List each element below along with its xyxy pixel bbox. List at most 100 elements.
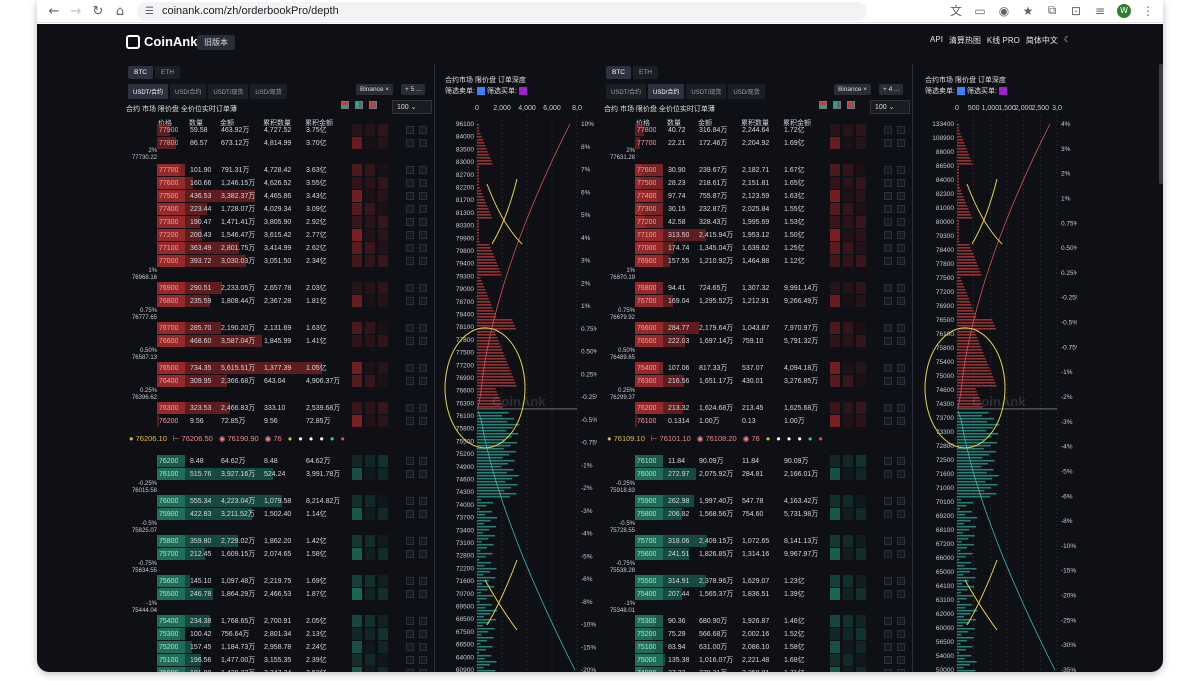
old-version-button[interactable]: 旧版本 [197, 35, 235, 50]
ask-row-checkbox[interactable] [884, 166, 892, 174]
bid-row-checkbox[interactable] [406, 470, 414, 478]
ask-row-checkbox[interactable] [406, 244, 414, 252]
exchange-logo-6-icon[interactable]: ● [818, 434, 823, 443]
cast-icon[interactable]: ▭ [974, 3, 986, 18]
bid-row[interactable]: 75400 234.38 1,768.65万 2,700.91 2.05亿 [128, 615, 358, 627]
market-tab-3[interactable]: USD/现货 [250, 84, 287, 99]
bid-row[interactable]: 75300 90.36 680.90万 1,926.87 1.46亿 [606, 615, 836, 627]
bid-row[interactable]: 75300 100.42 756.64万 2,801.34 2.13亿 [128, 628, 358, 640]
ask-row-checkbox[interactable] [884, 244, 892, 252]
ask-row-checkbox[interactable] [406, 324, 414, 332]
bid-row[interactable]: 75000 191.89 1,439.27万 3,347.24 2.53亿 [128, 667, 358, 673]
ask-row-checkbox-2[interactable] [897, 139, 905, 147]
ask-row-checkbox[interactable] [884, 324, 892, 332]
ask-row-checkbox[interactable] [406, 297, 414, 305]
bid-row-checkbox-2[interactable] [419, 510, 427, 518]
nav-api[interactable]: API [930, 35, 943, 44]
ask-row-checkbox-2[interactable] [419, 179, 427, 187]
ask-row[interactable]: 76800 94.41 724.65万 1,307.32 9,991.14万 [606, 282, 836, 294]
menu-icon[interactable]: ⋮ [1142, 3, 1154, 18]
ask-row[interactable]: 77700 22.21 172.46万 2,204.92 1.69亿 [606, 137, 836, 149]
bid-row-checkbox[interactable] [406, 669, 414, 672]
ask-row-checkbox-2[interactable] [419, 205, 427, 213]
ask-row[interactable]: 76400 107.06 817.33万 537.07 4,094.18万 [606, 362, 836, 374]
ask-row[interactable]: 77100 363.49 2,801.75万 3,414.99 2.62亿 [128, 242, 358, 254]
bid-row[interactable]: 76100 11.84 90.09万 11.84 90.09万 [606, 455, 836, 467]
ask-row-checkbox-2[interactable] [897, 417, 905, 425]
ask-row[interactable]: 76700 285.70 2,190.20万 2,131.69 1.63亿 [128, 322, 358, 334]
ask-row-checkbox-2[interactable] [419, 192, 427, 200]
tab-eth[interactable]: ETH [155, 66, 180, 79]
bid-row-checkbox-2[interactable] [897, 457, 905, 465]
tab-btc[interactable]: BTC [606, 66, 631, 79]
ask-row-checkbox[interactable] [406, 417, 414, 425]
ask-row[interactable]: 77800 40.72 316.84万 2,244.64 1.72亿 [606, 124, 836, 136]
ask-row-checkbox-2[interactable] [897, 218, 905, 226]
ask-row-checkbox[interactable] [884, 377, 892, 385]
bid-row-checkbox[interactable] [884, 577, 892, 585]
ask-row-checkbox[interactable] [884, 404, 892, 412]
bid-row-checkbox[interactable] [884, 656, 892, 664]
ask-row[interactable]: 77200 42.58 328.43万 1,995.69 1.53亿 [606, 216, 836, 228]
ask-row-checkbox[interactable] [406, 218, 414, 226]
bid-row-checkbox[interactable] [406, 630, 414, 638]
ask-row-checkbox-2[interactable] [419, 139, 427, 147]
bid-row-checkbox[interactable] [884, 643, 892, 651]
asks-view-icon[interactable] [369, 101, 377, 109]
bid-row-checkbox[interactable] [406, 590, 414, 598]
market-tab-1[interactable]: USD/合约 [648, 84, 685, 99]
bid-row-checkbox[interactable] [884, 630, 892, 638]
ask-row-checkbox[interactable] [406, 139, 414, 147]
logo[interactable]: CoinAnk [126, 34, 197, 49]
ask-row-checkbox-2[interactable] [897, 205, 905, 213]
bid-row[interactable]: 76100 515.76 3,927.16万 524.24 3,991.78万 [128, 468, 358, 480]
ask-row-checkbox-2[interactable] [419, 324, 427, 332]
ask-row-checkbox[interactable] [884, 297, 892, 305]
ask-row[interactable]: 77600 30.90 239.67万 2,182.71 1.67亿 [606, 164, 836, 176]
ask-row-checkbox[interactable] [406, 364, 414, 372]
ask-row-checkbox[interactable] [884, 192, 892, 200]
ask-row-checkbox-2[interactable] [419, 244, 427, 252]
exchange-logo-2-icon[interactable]: ● [298, 434, 303, 443]
ask-row[interactable]: 76200 9.56 72.85万 9.56 72.85万 [128, 415, 358, 427]
ask-row[interactable]: 76100 0.1314 1.00万 0.13 1.00万 [606, 415, 836, 427]
ask-row[interactable]: 77100 313.50 2,415.94万 1,953.12 1.50亿 [606, 229, 836, 241]
ask-row[interactable]: 77300 190.47 1,471.41万 3,805.90 2.92亿 [128, 216, 358, 228]
bid-row-checkbox[interactable] [884, 457, 892, 465]
bid-row-checkbox-2[interactable] [897, 497, 905, 505]
ask-row[interactable]: 76900 157.55 1,210.92万 1,464.88 1.12亿 [606, 255, 836, 267]
ask-row-checkbox-2[interactable] [897, 166, 905, 174]
ask-row[interactable]: 77300 30.15 232.87万 2,025.84 1.55亿 [606, 203, 836, 215]
ask-row-checkbox-2[interactable] [419, 218, 427, 226]
bid-row[interactable]: 75600 241.51 1,826.85万 1,314.16 9,967.97万 [606, 548, 836, 560]
ask-row-checkbox-2[interactable] [419, 377, 427, 385]
exchange-select[interactable]: Binance × [356, 84, 394, 95]
tab-btc[interactable]: BTC [128, 66, 153, 79]
bid-row[interactable]: 75500 246.78 1,864.29万 2,466.53 1.87亿 [128, 588, 358, 600]
ask-row-checkbox-2[interactable] [897, 244, 905, 252]
bid-row-checkbox-2[interactable] [419, 457, 427, 465]
ask-row-checkbox[interactable] [406, 377, 414, 385]
legend-buy-swatch[interactable] [998, 87, 1007, 96]
bid-row[interactable]: 74900 37.33 279.31万 2,258.81 1.71亿 [606, 667, 836, 673]
market-tab-2[interactable]: USDT/现货 [686, 84, 727, 99]
both-sides-view-icon[interactable] [819, 101, 827, 109]
market-tab-1[interactable]: USD/合约 [170, 84, 207, 99]
ask-row[interactable]: 76900 290.51 2,233.05万 2,657.78 2.03亿 [128, 282, 358, 294]
ask-row-checkbox-2[interactable] [897, 337, 905, 345]
bid-row-checkbox[interactable] [884, 510, 892, 518]
bid-row-checkbox-2[interactable] [897, 470, 905, 478]
profile-avatar[interactable]: W [1117, 3, 1131, 18]
bid-row-checkbox-2[interactable] [419, 643, 427, 651]
bid-row-checkbox-2[interactable] [897, 643, 905, 651]
ask-row-checkbox[interactable] [406, 284, 414, 292]
bid-row-checkbox-2[interactable] [419, 590, 427, 598]
bid-row[interactable]: 76000 272.97 2,075.92万 284.81 2,166.01万 [606, 468, 836, 480]
ask-row[interactable]: 76600 468.60 3,587.04万 1,845.99 1.41亿 [128, 335, 358, 347]
bid-row-checkbox[interactable] [406, 656, 414, 664]
exchange-logo-6-icon[interactable]: ● [340, 434, 345, 443]
ask-row-checkbox[interactable] [884, 231, 892, 239]
ask-row-checkbox-2[interactable] [419, 257, 427, 265]
ask-row-checkbox-2[interactable] [419, 337, 427, 345]
depth-select[interactable]: 100 ⌄ [392, 100, 432, 114]
